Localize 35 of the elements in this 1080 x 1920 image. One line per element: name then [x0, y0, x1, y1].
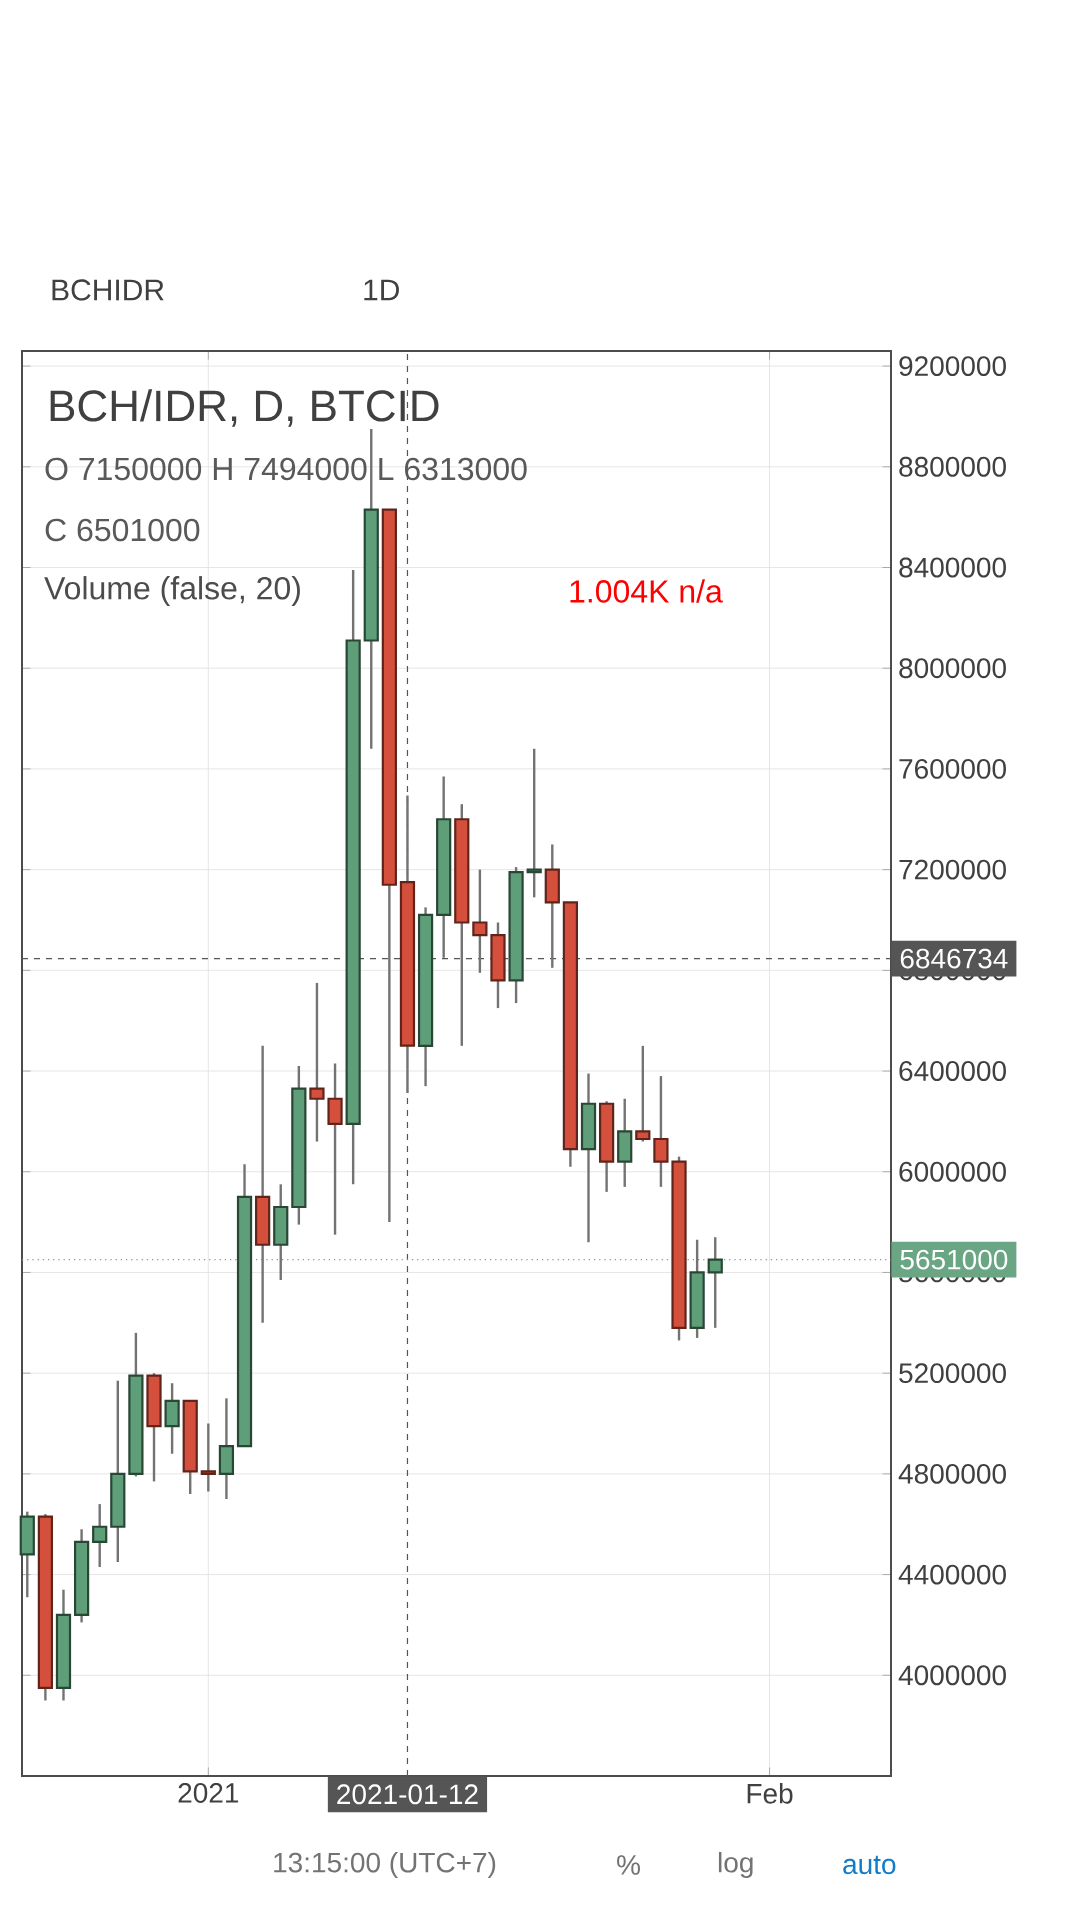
annotation: 1.004K n/a: [570, 579, 723, 603]
y-tick-label: 4000000: [898, 1665, 1006, 1686]
text: log: [718, 1851, 753, 1879]
candlestick: [635, 1044, 651, 1143]
x-tick-label: 2021: [178, 1783, 239, 1803]
y-tick-label: 7600000: [899, 758, 1006, 779]
y-tick-label: 9200000: [899, 356, 1006, 377]
candlestick: [309, 981, 325, 1143]
text: 1D: [364, 279, 399, 301]
text: %: [617, 1855, 640, 1875]
text: 13:15:00 (UTC+7): [274, 1851, 496, 1879]
candlestick: [472, 868, 488, 975]
y-tick-label: 8800000: [899, 456, 1006, 477]
y-tick-label: 7200000: [899, 859, 1006, 880]
ref-line-label: 2021-01-12: [337, 1784, 478, 1805]
y-tick-label: 4400000: [898, 1564, 1006, 1585]
text: BCHIDR: [52, 279, 164, 301]
y-tick-label: 8400000: [899, 557, 1006, 578]
annotation: C 6501000: [45, 518, 200, 542]
y-tick-label: 4800000: [898, 1463, 1006, 1484]
y-tick-label: 6000000: [899, 1161, 1006, 1182]
y-tick-label: 5200000: [899, 1363, 1006, 1384]
annotation: O 7150000 H 7494000 L 6313000: [45, 457, 527, 481]
y-tick-label: 8000000: [899, 658, 1006, 679]
annotation: Volume (false, 20): [44, 576, 300, 606]
x-tick-label: Feb: [747, 1783, 793, 1804]
candlestick: [200, 1422, 216, 1493]
candlestick: [526, 747, 542, 899]
y-tick-label: 6400000: [899, 1061, 1006, 1081]
candlestick: [92, 1502, 108, 1569]
text: auto: [843, 1855, 896, 1875]
text: BCH/IDR, D, BTCID: [50, 389, 439, 427]
ref-line-label: 5651000: [900, 1249, 1008, 1270]
ref-line-label: 6846734: [900, 948, 1008, 969]
candlestick: [653, 1074, 669, 1189]
